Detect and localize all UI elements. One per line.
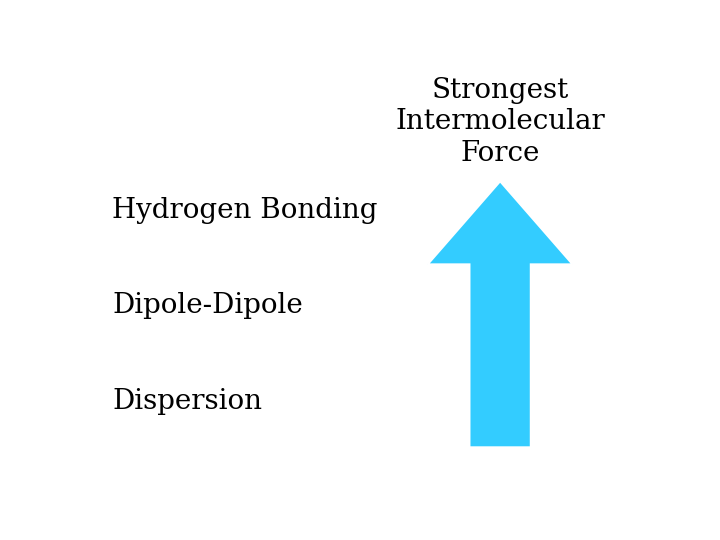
Text: Strongest
Intermolecular
Force: Strongest Intermolecular Force (395, 77, 605, 167)
Polygon shape (428, 181, 572, 447)
Text: Dispersion: Dispersion (112, 388, 262, 415)
Text: Dipole-Dipole: Dipole-Dipole (112, 293, 303, 320)
Text: Hydrogen Bonding: Hydrogen Bonding (112, 197, 378, 224)
